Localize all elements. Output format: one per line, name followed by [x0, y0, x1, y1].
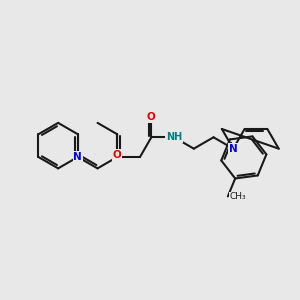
Text: N: N — [113, 152, 122, 162]
Text: O: O — [113, 150, 122, 160]
Text: N: N — [229, 144, 238, 154]
Text: N: N — [74, 152, 82, 162]
Text: CH₃: CH₃ — [229, 192, 246, 201]
Text: NH: NH — [166, 132, 182, 142]
Text: O: O — [147, 112, 156, 122]
